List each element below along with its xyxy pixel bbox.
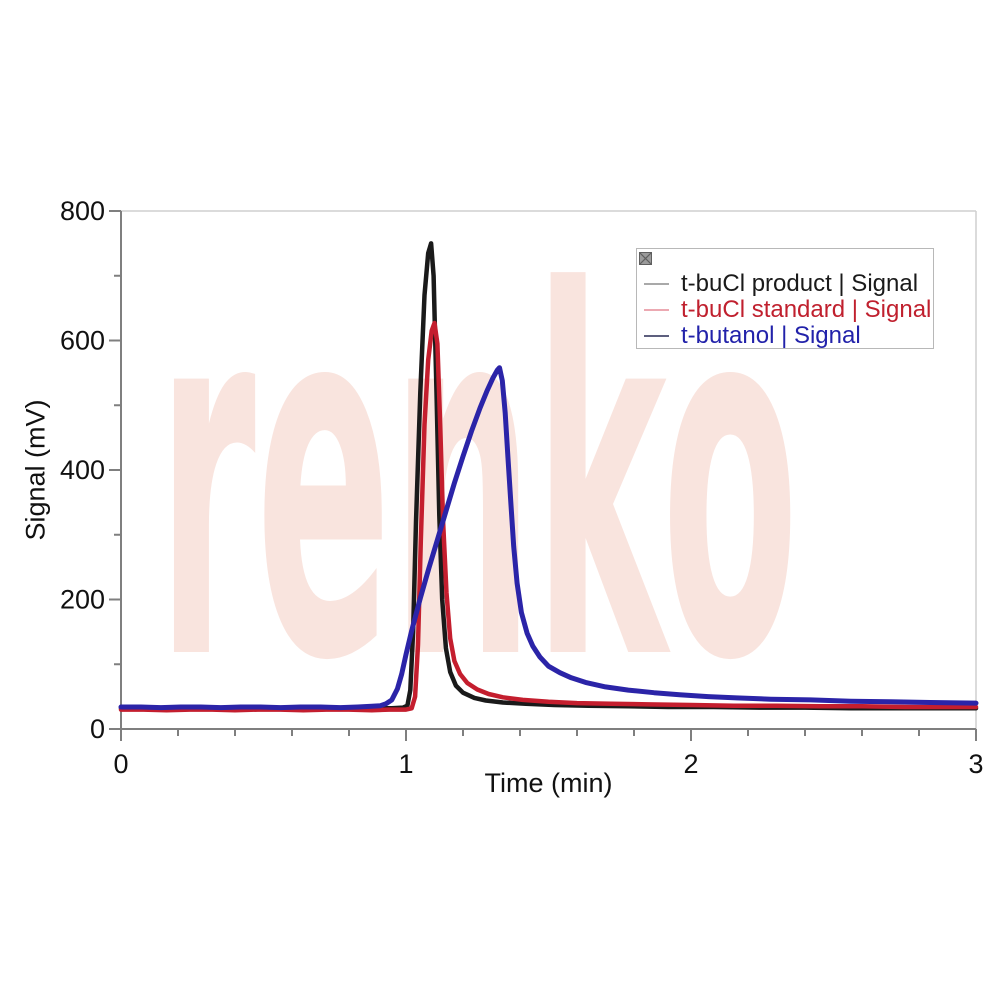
t-bucl-standard-trace — [118, 320, 979, 713]
legend-entries: t-buCl product | Signal t-buCl standard |… — [637, 271, 933, 349]
legend-item-t-bucl-standard: t-buCl standard | Signal — [637, 297, 933, 323]
y-tick-label-200: 200 — [60, 585, 105, 615]
x-tick-label-2: 2 — [683, 749, 698, 779]
x-tick-label-3: 3 — [968, 749, 983, 779]
t-butanol-trace — [118, 365, 979, 711]
x-tick-label-0: 0 — [113, 749, 128, 779]
legend-swatch-t-bucl-standard — [644, 309, 669, 311]
x-tick-label-1: 1 — [398, 749, 413, 779]
crossed-square-icon[interactable] — [639, 252, 652, 265]
y-tick-label-400: 400 — [60, 455, 105, 485]
legend-label-t-bucl-product: t-buCl product | Signal — [681, 270, 919, 297]
y-tick-label-0: 0 — [90, 714, 105, 744]
y-axis-title: Signal (mV) — [20, 399, 51, 541]
y-tick-label-600: 600 — [60, 326, 105, 356]
legend-item-t-butanol: t-butanol | Signal — [637, 323, 933, 349]
legend-swatch-t-butanol — [644, 335, 669, 337]
legend-label-t-bucl-standard: t-buCl standard | Signal — [681, 296, 932, 323]
y-tick-label-800: 800 — [60, 196, 105, 226]
x-axis-title: Time (min) — [484, 768, 613, 798]
legend-swatch-t-bucl-product — [644, 283, 669, 285]
legend-item-t-bucl-product: t-buCl product | Signal — [637, 271, 933, 297]
legend-label-t-butanol: t-butanol | Signal — [681, 322, 861, 349]
legend-box[interactable]: t-buCl product | Signal t-buCl standard |… — [636, 248, 934, 349]
